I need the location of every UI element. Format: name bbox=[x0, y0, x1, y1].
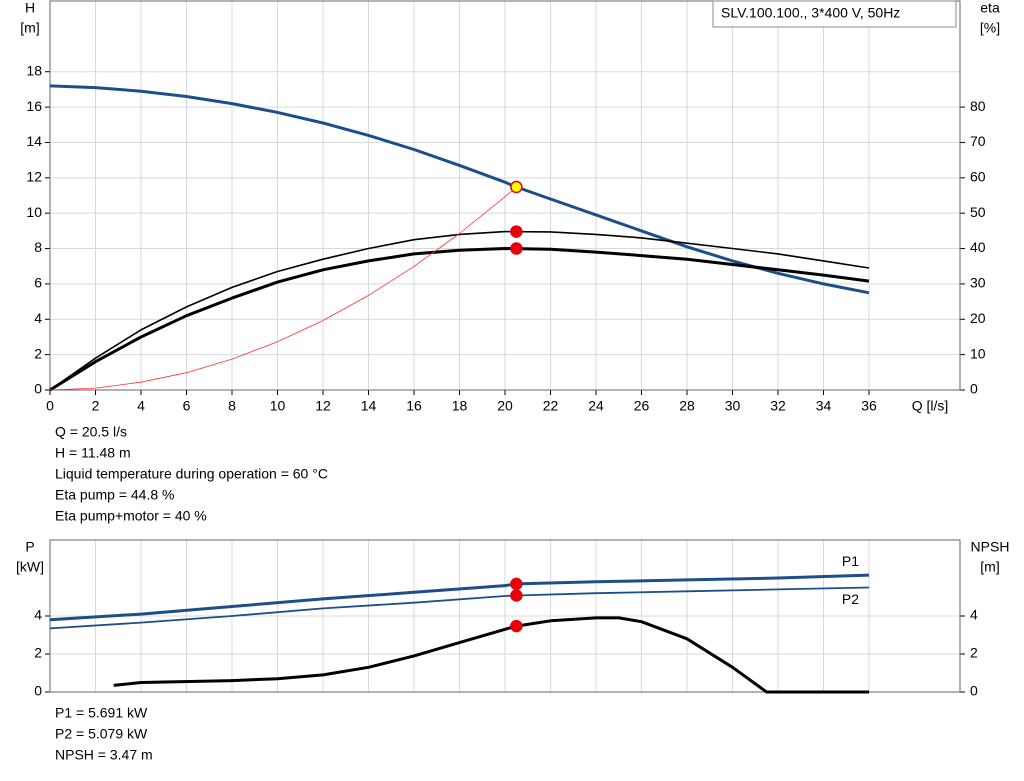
y-axis-unit: [m] bbox=[20, 20, 39, 36]
y2-tick-label: 30 bbox=[970, 275, 986, 291]
plot-frame bbox=[49, 539, 961, 693]
y2-tick-label: 10 bbox=[970, 345, 986, 361]
curve bbox=[49, 230, 870, 391]
x-tick-label: 12 bbox=[315, 398, 331, 414]
operating-point bbox=[510, 577, 523, 591]
info-text: H = 11.48 m bbox=[55, 445, 131, 461]
y-axis-unit: [kW] bbox=[16, 559, 44, 575]
series-label: P2 bbox=[842, 591, 859, 607]
curve bbox=[113, 616, 869, 694]
y-tick-label: 6 bbox=[34, 275, 42, 291]
x-tick-label: 2 bbox=[92, 398, 100, 414]
y-axis-label: H bbox=[25, 0, 35, 16]
y2-tick-label: 40 bbox=[970, 239, 986, 255]
y-tick-label: 16 bbox=[26, 98, 42, 114]
legend-box bbox=[712, 0, 957, 28]
y2-tick-label: 0 bbox=[970, 381, 978, 397]
x-tick-label: 14 bbox=[361, 398, 377, 414]
y-tick-label: 10 bbox=[26, 204, 42, 220]
y-tick-label: 18 bbox=[26, 62, 42, 78]
series-label: P1 bbox=[842, 553, 859, 569]
y2-tick-label: 0 bbox=[970, 683, 978, 699]
operating-point bbox=[510, 225, 523, 238]
legend-text: SLV.100.100., 3*400 V, 50Hz bbox=[721, 5, 900, 21]
operating-point bbox=[510, 180, 523, 194]
y2-axis-unit: [%] bbox=[980, 20, 1000, 36]
x-tick-label: 6 bbox=[183, 398, 191, 414]
y-tick-label: 0 bbox=[34, 381, 42, 397]
y-tick-label: 14 bbox=[26, 133, 42, 149]
x-tick-label: 4 bbox=[137, 398, 145, 414]
y2-tick-label: 4 bbox=[970, 607, 978, 623]
y2-tick-label: 50 bbox=[970, 204, 986, 220]
x-tick-label: 26 bbox=[634, 398, 650, 414]
y-tick-label: 4 bbox=[34, 607, 42, 623]
info-text: Eta pump+motor = 40 % bbox=[55, 508, 207, 524]
info-text: P1 = 5.691 kW bbox=[55, 705, 148, 721]
x-tick-label: 30 bbox=[725, 398, 741, 414]
x-tick-label: 36 bbox=[861, 398, 877, 414]
y2-tick-label: 80 bbox=[970, 98, 986, 114]
x-tick-label: 28 bbox=[679, 398, 695, 414]
x-tick-label: 10 bbox=[270, 398, 286, 414]
x-tick-label: 24 bbox=[588, 398, 604, 414]
operating-point bbox=[510, 619, 523, 633]
y2-axis-label: eta bbox=[980, 0, 1000, 16]
y-tick-label: 0 bbox=[34, 683, 42, 699]
operating-point bbox=[510, 242, 523, 255]
curve bbox=[49, 573, 870, 622]
curve bbox=[49, 84, 870, 295]
operating-point bbox=[510, 589, 523, 602]
y-tick-label: 2 bbox=[34, 645, 42, 661]
y-tick-label: 8 bbox=[34, 239, 42, 255]
y2-tick-label: 2 bbox=[970, 645, 978, 661]
x-tick-label: 20 bbox=[497, 398, 513, 414]
y-axis-label: P bbox=[25, 539, 34, 555]
y2-axis-label: NPSH bbox=[971, 539, 1010, 555]
x-tick-label: 0 bbox=[46, 398, 54, 414]
x-tick-label: 34 bbox=[816, 398, 832, 414]
plot-frame bbox=[49, 0, 961, 391]
y2-axis-unit: [m] bbox=[980, 559, 999, 575]
y2-tick-label: 60 bbox=[970, 169, 986, 185]
x-tick-label: 8 bbox=[228, 398, 236, 414]
y2-tick-label: 20 bbox=[970, 310, 986, 326]
x-tick-label: 18 bbox=[452, 398, 468, 414]
x-tick-label: 22 bbox=[543, 398, 559, 414]
x-axis-label: Q [l/s] bbox=[912, 398, 949, 414]
y2-tick-label: 70 bbox=[970, 133, 986, 149]
curve bbox=[49, 247, 870, 392]
info-text: Liquid temperature during operation = 60… bbox=[55, 466, 328, 482]
info-text: P2 = 5.079 kW bbox=[55, 726, 148, 742]
info-text: Eta pump = 44.8 % bbox=[55, 487, 174, 503]
y-tick-label: 2 bbox=[34, 345, 42, 361]
curve bbox=[49, 186, 517, 391]
x-tick-label: 16 bbox=[406, 398, 422, 414]
y-tick-label: 12 bbox=[26, 169, 42, 185]
curve bbox=[49, 586, 870, 630]
info-text: Q = 20.5 l/s bbox=[55, 424, 127, 440]
y-tick-label: 4 bbox=[34, 310, 42, 326]
info-text: NPSH = 3.47 m bbox=[55, 747, 153, 763]
x-tick-label: 32 bbox=[770, 398, 786, 414]
